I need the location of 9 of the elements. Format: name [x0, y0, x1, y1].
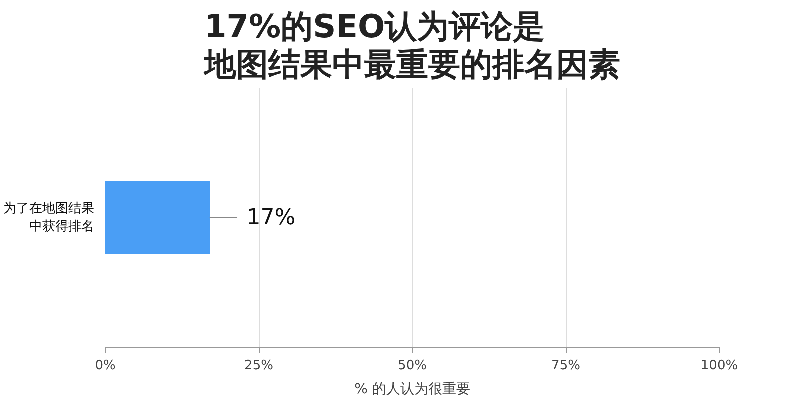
- x-axis-title: % 的人认为很重要: [354, 382, 470, 398]
- x-tick-label: 50%: [398, 358, 427, 374]
- x-tick-label: 0%: [95, 358, 116, 374]
- x-tick-label: 100%: [700, 358, 738, 374]
- data-label: 17%: [246, 206, 296, 230]
- x-tick-label: 75%: [552, 358, 580, 374]
- x-tick-label: 25%: [244, 358, 274, 374]
- y-tick-label: 为了在地图结果中获得排名: [4, 202, 94, 234]
- chart-title: 17%的SEO认为评论是地图结果中最重要的排名因素: [202, 8, 620, 84]
